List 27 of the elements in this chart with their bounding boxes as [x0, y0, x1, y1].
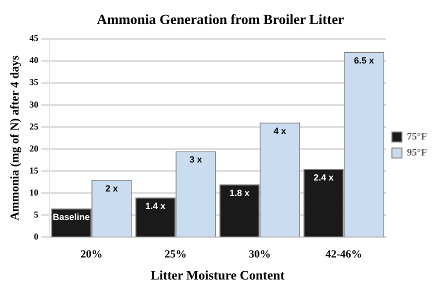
- x-tick-label: 20%: [80, 248, 102, 261]
- y-tick-label: 5: [34, 209, 39, 220]
- annotation: 6.5 x: [354, 56, 374, 66]
- y-tick-label: 15: [29, 165, 39, 176]
- annotation: 3 x: [190, 154, 202, 165]
- y-tick-label: 0: [34, 232, 39, 242]
- y-tick-label: 10: [29, 187, 39, 198]
- annotation: 1.4 x: [145, 201, 166, 212]
- y-axis-title: Ammonia (mg of N) after 4 days: [7, 55, 22, 221]
- annotation: 2.4 x: [314, 172, 334, 182]
- chart-title: Ammonia Generation from Broiler Litter: [96, 13, 344, 28]
- y-tick-label: 20: [29, 143, 39, 154]
- x-tick-label: 30%: [248, 248, 271, 261]
- y-tick-label: 30: [29, 99, 39, 110]
- x-tick-label: 25%: [164, 248, 187, 261]
- y-tick-label: 35: [29, 77, 39, 88]
- annotation: 4 x: [274, 126, 286, 136]
- y-tick-label: 40: [29, 55, 39, 66]
- x-tick-label: 42-46%: [325, 248, 362, 261]
- y-tick-label: 45: [29, 33, 39, 44]
- y-tick-label: 25: [29, 121, 39, 132]
- annotation: Baseline: [52, 212, 90, 222]
- legend-label: 95°F: [406, 148, 427, 159]
- annotation: 2 x: [105, 183, 118, 194]
- legend-label: 75°F: [406, 132, 427, 143]
- x-axis-title: Litter Moisture Content: [150, 268, 286, 283]
- annotation: 1.8 x: [230, 188, 250, 198]
